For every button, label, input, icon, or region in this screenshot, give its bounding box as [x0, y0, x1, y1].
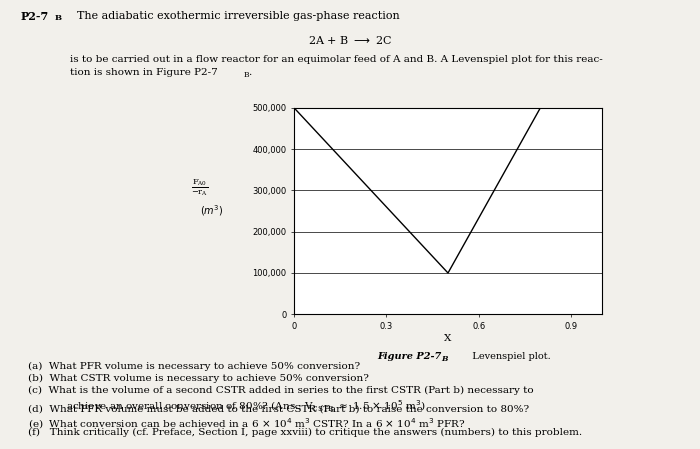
Text: achieve an overall conversion of 80%? (Ans.: V$_\mathregular{CSTR}$ $\approx$ 1.: achieve an overall conversion of 80%? (A…	[66, 399, 426, 414]
Text: (c)  What is the volume of a second CSTR added in series to the first CSTR (Part: (c) What is the volume of a second CSTR …	[28, 386, 533, 395]
Text: (a)  What PFR volume is necessary to achieve 50% conversion?: (a) What PFR volume is necessary to achi…	[28, 361, 360, 370]
Text: is to be carried out in a flow reactor for an equimolar feed of A and B. A Leven: is to be carried out in a flow reactor f…	[70, 55, 603, 64]
Text: (e)  What conversion can be achieved in a 6 $\times$ 10$^4$ m$^3$ CSTR? In a 6 $: (e) What conversion can be achieved in a…	[28, 416, 466, 431]
Text: The adiabatic exothermic irreversible gas-phase reaction: The adiabatic exothermic irreversible ga…	[63, 11, 400, 21]
Text: $(m^3)$: $(m^3)$	[199, 204, 223, 218]
Text: (f)   Think critically (cf. Preface, Section I, page xxviii) to critique the ans: (f) Think critically (cf. Preface, Secti…	[28, 428, 582, 437]
Text: .: .	[248, 68, 252, 77]
Text: B: B	[441, 355, 447, 363]
Text: (b)  What CSTR volume is necessary to achieve 50% conversion?: (b) What CSTR volume is necessary to ach…	[28, 374, 369, 383]
Text: P2-7: P2-7	[21, 11, 49, 22]
Text: Figure P2-7: Figure P2-7	[377, 352, 441, 361]
Text: $\mathdefault{\frac{F_{A0}}{-r_A}}$: $\mathdefault{\frac{F_{A0}}{-r_A}}$	[191, 175, 208, 198]
Text: tion is shown in Figure P2-7: tion is shown in Figure P2-7	[70, 68, 218, 77]
Text: Levenspiel plot.: Levenspiel plot.	[466, 352, 550, 361]
X-axis label: X: X	[444, 334, 452, 343]
Text: B: B	[244, 71, 249, 79]
Text: (d)  What PFR volume must be added to the first CSTR (Part b) to raise the conve: (d) What PFR volume must be added to the…	[28, 404, 529, 413]
Text: 2A + B $\longrightarrow$ 2C: 2A + B $\longrightarrow$ 2C	[308, 34, 392, 46]
Text: B: B	[55, 14, 62, 22]
